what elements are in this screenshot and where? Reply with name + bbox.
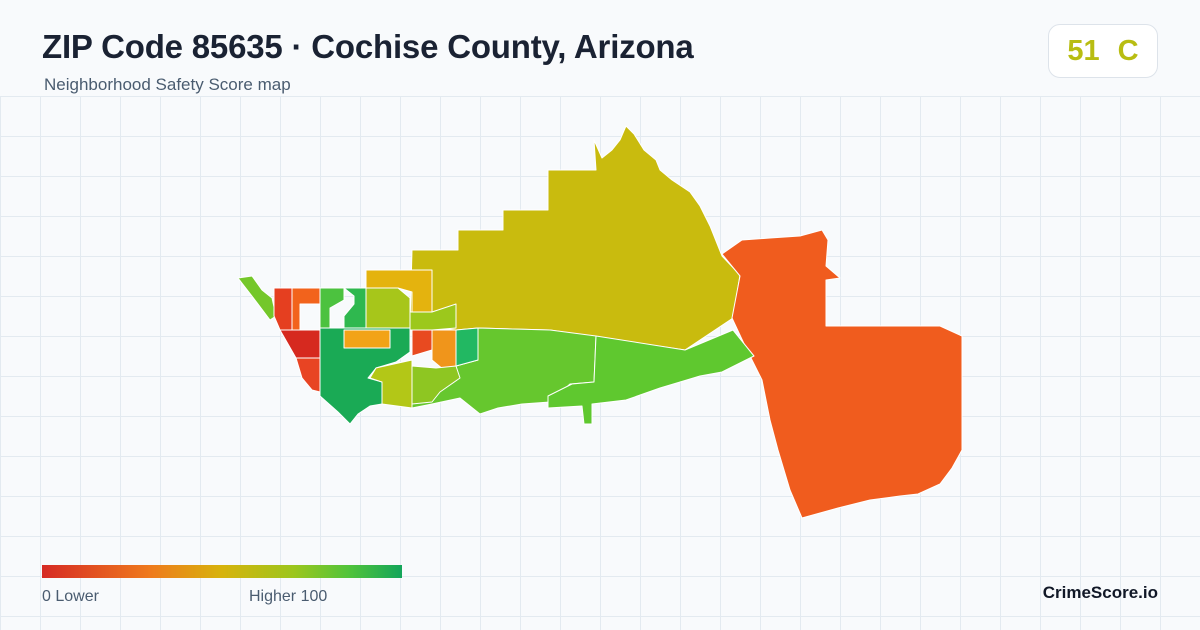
legend-max-label: Higher 100 [249,588,328,605]
region-west-red-4[interactable] [295,357,321,393]
region-west-green-1[interactable] [319,287,345,329]
score-badge: 51 C [1048,24,1158,78]
region-east-green[interactable] [455,327,479,367]
region-northwest-arm[interactable] [237,275,277,321]
score-value: 51 [1067,34,1100,67]
region-east-red[interactable] [411,329,433,357]
page-subtitle: Neighborhood Safety Score map [44,75,291,94]
score-grade: C [1117,34,1139,67]
region-central-light-green[interactable] [409,303,457,331]
region-west-red-3[interactable] [279,329,321,359]
legend-min-label: 0 Lower [42,588,99,605]
region-south-light-green[interactable] [411,365,461,405]
region-central-orange[interactable] [343,329,391,349]
region-central-east-2[interactable] [547,329,755,425]
region-west-red-1[interactable] [273,287,293,331]
region-eastern-rural[interactable] [721,229,963,519]
region-west-green-2[interactable] [343,287,367,329]
region-east-orange[interactable] [431,329,457,371]
legend-gradient-bar [42,565,402,578]
brand-name: CrimeScore.io [1042,583,1158,602]
region-central-yellowgreen[interactable] [365,287,411,329]
region-west-red-2[interactable] [291,287,321,331]
region-northern-rural[interactable] [409,125,741,351]
page-title: ZIP Code 85635 · Cochise County, Arizona [42,28,694,65]
region-south-yellowgreen[interactable] [369,359,413,409]
